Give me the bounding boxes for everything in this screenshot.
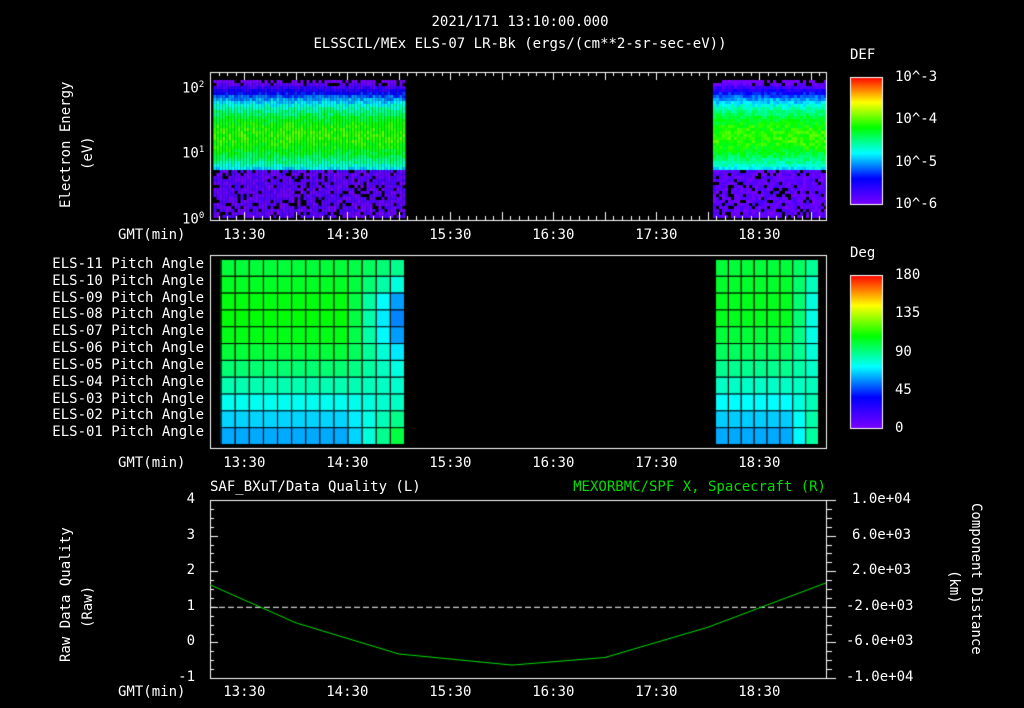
energy-tick-label: 101 — [182, 145, 205, 163]
plot-date: 2021/171 13:10:00.000 — [431, 14, 609, 30]
time-tick-label: 16:30 — [532, 684, 575, 700]
quality-tick-label: 3 — [186, 526, 195, 543]
colorbar-title: Deg — [850, 245, 876, 261]
time-tick-label: 17:30 — [635, 227, 678, 243]
quality-unit-label: (Raw) — [80, 585, 96, 628]
colorbar-tick-label: 10^-3 — [895, 69, 938, 85]
time-tick-label: 15:30 — [429, 684, 472, 700]
distance-unit-label: (km) — [946, 570, 962, 604]
time-tick-label: 13:30 — [223, 227, 266, 243]
time-tick-label: 16:30 — [532, 455, 575, 471]
pitch-row-label: ELS-06 Pitch Angle — [52, 340, 204, 357]
quality-tick-label: -1 — [178, 669, 195, 685]
distance-tick-label: 1.0e+04 — [852, 491, 912, 507]
quality-tick-label: 2 — [186, 562, 195, 579]
colorbar-tick-label: 45 — [895, 381, 912, 398]
time-tick-label: 17:30 — [635, 684, 678, 700]
energy-axis-label: Electron Energy — [58, 81, 74, 208]
colorbar-tick-label: 10^-5 — [895, 153, 938, 170]
distance-tick-label: -2.0e+03 — [846, 597, 914, 614]
time-axis-label: GMT(min) — [118, 455, 186, 471]
energy-tick-label: 102 — [182, 79, 205, 97]
colorbar-tick-label: 135 — [895, 305, 921, 322]
colorbar-tick-label: 0 — [895, 420, 904, 436]
pitch-row-label: ELS-09 Pitch Angle — [52, 289, 204, 306]
time-tick-label: 18:30 — [738, 227, 781, 243]
quality-tick-label: 1 — [186, 597, 195, 614]
left-panel-title: SAF_BXuT/Data Quality (L) — [210, 479, 421, 495]
pitch-row-label: ELS-02 Pitch Angle — [52, 407, 204, 424]
exponent: 1 — [198, 145, 205, 156]
time-tick-label: 13:30 — [223, 455, 266, 471]
time-axis-label: GMT(min) — [118, 684, 186, 700]
pitch-row-label: ELS-05 Pitch Angle — [52, 356, 204, 373]
right-panel-title: MEXORBMC/SPF X, Spacecraft (R) — [573, 479, 826, 495]
colorbar-tick-label: 10^-4 — [895, 111, 938, 128]
time-tick-label: 13:30 — [223, 684, 266, 700]
colorbar-tick-label: 180 — [895, 267, 921, 283]
time-tick-label: 17:30 — [635, 455, 678, 471]
distance-axis-label: Component Distance — [968, 503, 984, 655]
pitch-row-label: ELS-10 Pitch Angle — [52, 272, 204, 289]
distance-tick-label: -6.0e+03 — [846, 633, 914, 650]
colorbar-title: DEF — [850, 47, 876, 63]
pitch-row-label: ELS-11 Pitch Angle — [52, 256, 204, 272]
time-tick-label: 14:30 — [326, 455, 369, 471]
energy-tick-label: 100 — [182, 211, 205, 228]
time-tick-label: 15:30 — [429, 227, 472, 243]
quality-tick-label: 4 — [186, 491, 195, 507]
quality-axis-label: Raw Data Quality — [58, 527, 74, 662]
pitch-row-label: ELS-07 Pitch Angle — [52, 323, 204, 340]
exponent: 2 — [198, 79, 205, 90]
quality-tick-label: 0 — [186, 633, 195, 650]
time-axis-label: GMT(min) — [118, 227, 186, 243]
energy-unit-label: (eV) — [80, 136, 96, 170]
time-tick-label: 16:30 — [532, 227, 575, 243]
time-tick-label: 15:30 — [429, 455, 472, 471]
plot-title: ELSSCIL/MEx ELS-07 LR-Bk (ergs/(cm**2-sr… — [313, 36, 727, 52]
pitch-row-label: ELS-04 Pitch Angle — [52, 373, 204, 390]
pitch-row-label: ELS-03 Pitch Angle — [52, 390, 204, 407]
time-tick-label: 18:30 — [738, 684, 781, 700]
distance-tick-label: -1.0e+04 — [846, 669, 914, 685]
time-tick-label: 18:30 — [738, 455, 781, 471]
colorbar-tick-label: 90 — [895, 343, 912, 360]
pitch-row-label: ELS-08 Pitch Angle — [52, 306, 204, 323]
pitch-row-label: ELS-01 Pitch Angle — [52, 424, 204, 441]
time-tick-label: 14:30 — [326, 684, 369, 700]
time-tick-label: 14:30 — [326, 227, 369, 243]
exponent: 0 — [198, 211, 205, 221]
colorbar-tick-label: 10^-6 — [895, 196, 938, 212]
distance-tick-label: 6.0e+03 — [852, 526, 912, 543]
distance-tick-label: 2.0e+03 — [852, 562, 912, 579]
